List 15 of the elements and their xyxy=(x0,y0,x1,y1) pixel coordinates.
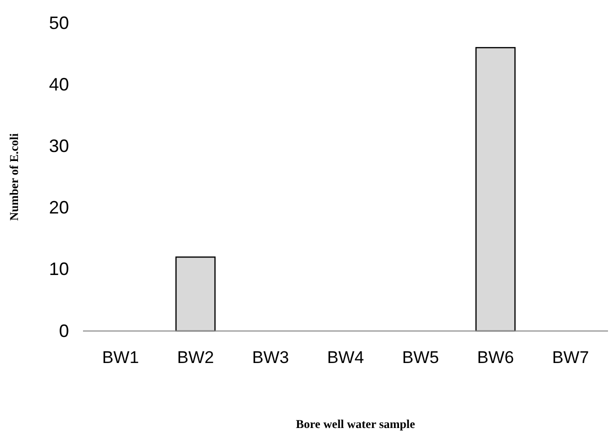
x-tick-label: BW7 xyxy=(552,348,589,368)
y-tick-label: 50 xyxy=(48,12,69,33)
y-tick-label: 10 xyxy=(48,259,69,280)
y-tick-label: 40 xyxy=(48,74,69,94)
x-tick-label: BW4 xyxy=(327,348,364,368)
x-tick-label: BW6 xyxy=(477,348,514,368)
x-tick-label: BW5 xyxy=(402,348,439,368)
x-axis-title: Bore well water sample xyxy=(296,417,416,431)
y-tick-label: 20 xyxy=(48,198,69,218)
y-tick-label: 0 xyxy=(58,320,69,341)
x-tick-label: BW3 xyxy=(252,348,289,368)
x-tick-label: BW2 xyxy=(177,348,214,368)
y-tick-label: 30 xyxy=(48,136,69,156)
y-axis-title: Number of E.coli xyxy=(7,132,21,221)
x-tick-label: BW1 xyxy=(102,348,139,368)
